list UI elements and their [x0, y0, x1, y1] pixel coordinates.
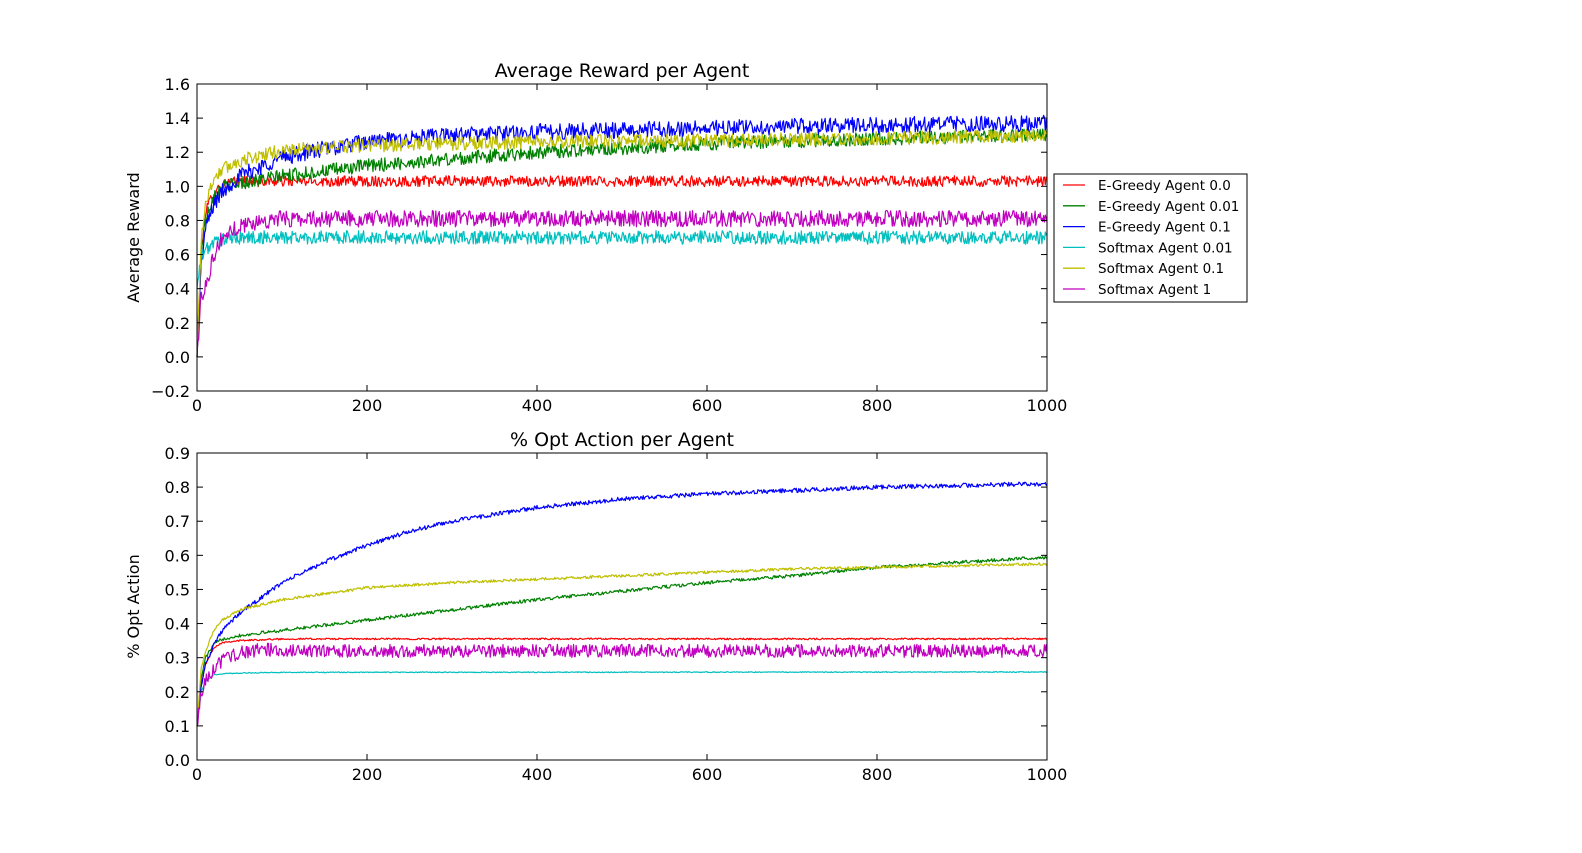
x-tick-label: 1000 — [1027, 396, 1068, 415]
x-tick-label: 200 — [352, 765, 383, 784]
ticks: 0 200 400 600 800 1000 0.0 0.1 0.2 0.3 0.4 0.5 0.6 0.… — [165, 444, 1068, 784]
x-tick-label: 800 — [862, 396, 893, 415]
y-tick-label: 0.4 — [165, 615, 190, 634]
y-axis-label: % Opt Action — [124, 554, 143, 659]
y-tick-label: 0.7 — [165, 512, 190, 531]
chart-average-reward: 0 200 400 600 800 1000 −0.2 0.0 0.2 0.4 0.6 0.8 1.0 1… — [124, 60, 1067, 415]
series-line-3 — [196, 670, 1048, 726]
plot-frame — [196, 452, 1048, 761]
y-tick-label: 0.6 — [165, 546, 190, 565]
series-line-5 — [196, 642, 1048, 727]
x-tick-label: 0 — [192, 765, 202, 784]
series-line-1 — [196, 555, 1048, 726]
x-tick-label: 0 — [192, 396, 202, 415]
x-tick-label: 800 — [862, 765, 893, 784]
y-tick-label: 1.6 — [165, 75, 190, 94]
series-line-4 — [196, 562, 1048, 726]
y-axis-label: Average Reward — [124, 172, 143, 302]
y-tick-label: 0.0 — [165, 348, 190, 367]
series-line-0 — [196, 175, 1048, 357]
y-tick-label: 0.0 — [165, 751, 190, 770]
y-tick-label: 0.8 — [165, 211, 190, 230]
x-tick-label: 400 — [522, 765, 553, 784]
chart-opt-action: 0 200 400 600 800 1000 0.0 0.1 0.2 0.3 0.4 0.5 0.6 0.… — [124, 429, 1067, 784]
legend-label: Softmax Agent 1 — [1098, 282, 1211, 298]
legend-entries: E-Greedy Agent 0.0 E-Greedy Agent 0.01 E-G… — [1063, 178, 1239, 298]
chart-title: Average Reward per Agent — [495, 60, 750, 82]
y-tick-label: 1.4 — [165, 109, 190, 128]
y-tick-label: 1.2 — [165, 143, 190, 162]
legend-label: Softmax Agent 0.1 — [1098, 261, 1224, 277]
y-tick-label: −0.2 — [151, 382, 190, 401]
y-tick-label: 1.0 — [165, 177, 190, 196]
y-tick-label: 0.8 — [165, 478, 190, 497]
x-tick-label: 400 — [522, 396, 553, 415]
series-line-0 — [196, 637, 1048, 726]
y-tick-label: 0.5 — [165, 580, 190, 599]
y-tick-label: 0.4 — [165, 280, 190, 299]
ticks: 0 200 400 600 800 1000 −0.2 0.0 0.2 0.4 0.6 0.8 1.0 1… — [151, 75, 1067, 415]
plot-lines — [196, 481, 1048, 727]
series-line-3 — [196, 230, 1048, 289]
legend: E-Greedy Agent 0.0 E-Greedy Agent 0.01 E-G… — [1053, 173, 1248, 303]
x-tick-label: 600 — [692, 765, 723, 784]
y-tick-label: 0.3 — [165, 649, 190, 668]
legend-label: E-Greedy Agent 0.01 — [1098, 199, 1239, 215]
series-line-4 — [196, 128, 1048, 357]
legend-label: E-Greedy Agent 0.1 — [1098, 220, 1231, 236]
plot-frame — [196, 83, 1048, 392]
y-tick-label: 0.6 — [165, 246, 190, 265]
chart-title: % Opt Action per Agent — [510, 429, 734, 451]
x-tick-label: 600 — [692, 396, 723, 415]
series-line-2 — [196, 481, 1048, 726]
legend-box — [1053, 173, 1248, 303]
y-tick-label: 0.9 — [165, 444, 190, 463]
y-tick-label: 0.2 — [165, 314, 190, 333]
x-tick-label: 200 — [352, 396, 383, 415]
legend-label: E-Greedy Agent 0.0 — [1098, 178, 1231, 194]
y-tick-label: 0.2 — [165, 683, 190, 702]
series-line-5 — [196, 209, 1048, 357]
series-line-1 — [196, 128, 1048, 357]
legend-label: Softmax Agent 0.01 — [1098, 240, 1233, 256]
plot-lines — [196, 114, 1048, 357]
x-tick-label: 1000 — [1027, 765, 1068, 784]
y-tick-label: 0.1 — [165, 717, 190, 736]
